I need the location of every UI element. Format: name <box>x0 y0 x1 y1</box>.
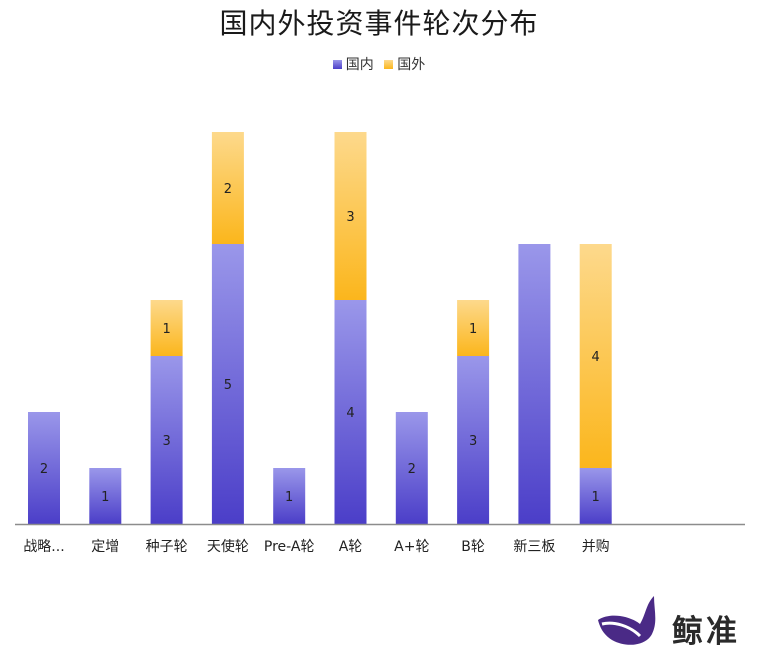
bar-segment-foreign <box>457 300 490 356</box>
legend: 国内 国外 <box>0 54 758 74</box>
bar-segment-domestic <box>28 412 60 524</box>
x-tick-label: 定增 <box>91 539 119 555</box>
bar-segment-domestic <box>150 356 183 524</box>
x-tick-label: 并购 <box>582 539 610 555</box>
legend-item-domestic: 国内 <box>332 54 374 74</box>
chart-title: 国内外投资事件轮次分布 <box>219 7 539 40</box>
x-tick-label: 天使轮 <box>207 538 249 555</box>
bar-segment-domestic <box>518 244 551 524</box>
bar-segment-domestic <box>334 300 367 524</box>
legend-label-foreign: 国外 <box>397 57 426 73</box>
legend-swatch-domestic <box>332 60 342 69</box>
data-label: 3 <box>469 434 477 449</box>
bar-segment-domestic <box>89 468 122 524</box>
data-label: 5 <box>224 378 232 393</box>
data-label: 4 <box>592 350 600 365</box>
bar-segment-domestic <box>273 468 306 524</box>
x-tick-label: B轮 <box>461 539 485 555</box>
bar-segment-foreign <box>150 300 183 356</box>
whale-tail-logo <box>598 596 656 645</box>
bar-segment-domestic <box>457 356 490 524</box>
data-label: 1 <box>162 322 170 337</box>
data-label: 1 <box>101 490 109 505</box>
x-tick-label: 新三板 <box>513 539 555 555</box>
data-label: 1 <box>592 490 600 505</box>
data-label: 3 <box>162 434 170 449</box>
bar-segment-domestic <box>211 244 244 524</box>
data-label: 2 <box>408 462 416 477</box>
x-tick-label: A+轮 <box>394 539 429 555</box>
bar-segment-domestic <box>395 412 428 524</box>
bar-segment-foreign <box>334 132 367 300</box>
x-tick-label: 战略... <box>23 539 64 555</box>
data-label: 2 <box>224 182 232 197</box>
data-label: 1 <box>469 322 477 337</box>
x-tick-label: A轮 <box>339 539 363 555</box>
bar-segment-foreign <box>579 244 612 468</box>
watermark-text: 鲸准 <box>672 614 740 650</box>
data-label: 4 <box>346 406 354 421</box>
bar-segment-foreign <box>211 132 244 244</box>
legend-label-domestic: 国内 <box>345 57 374 73</box>
data-label: 1 <box>285 490 293 505</box>
bar-segment-domestic <box>579 468 612 524</box>
data-label: 3 <box>346 210 354 225</box>
legend-swatch-foreign <box>384 60 394 69</box>
legend-item-foreign: 国外 <box>384 54 425 74</box>
data-label: 2 <box>40 462 48 477</box>
x-tick-label: Pre-A轮 <box>264 539 315 555</box>
x-tick-label: 种子轮 <box>146 539 188 555</box>
